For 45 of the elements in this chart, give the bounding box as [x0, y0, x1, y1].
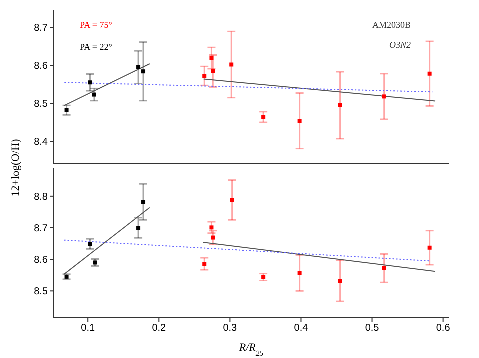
y-tick-label: 8.5 [34, 286, 48, 298]
point [202, 74, 207, 78]
point [338, 279, 342, 284]
annotation: O3N2 [389, 40, 411, 50]
y-tick-label: 8.7 [34, 23, 48, 34]
x-tick-label: 0.2 [152, 323, 167, 334]
point [88, 242, 92, 246]
x-axis-title: R/R$_{25}$ [238, 342, 264, 358]
point [136, 65, 141, 70]
point [230, 198, 234, 202]
point [211, 69, 216, 74]
y-tick-label: 8.7 [34, 224, 48, 235]
y-tick-label: 8.8 [34, 192, 48, 203]
point [202, 262, 207, 266]
point [136, 226, 141, 230]
point [92, 92, 96, 97]
y-tick-label: 8.6 [34, 61, 48, 72]
x-tick-label: 0.5 [365, 323, 380, 334]
point [298, 271, 302, 276]
point [211, 236, 216, 240]
text: PA = 75° [80, 20, 112, 30]
point [210, 226, 214, 230]
point [382, 94, 386, 99]
x-tick-label: 0.4 [294, 323, 309, 334]
point [230, 62, 234, 67]
x-tick-label: 0.3 [223, 323, 238, 334]
point [428, 246, 432, 250]
point [142, 70, 146, 74]
x-tick-label: 0.1 [81, 323, 96, 334]
annotation: AM2030B [372, 20, 411, 30]
point [298, 119, 302, 124]
point [210, 56, 214, 60]
x-tick-label: 0.6 [436, 323, 451, 334]
point [338, 103, 342, 108]
point [64, 108, 69, 112]
point [428, 72, 432, 76]
y-tick-label: 8.4 [34, 137, 48, 148]
point [262, 115, 266, 120]
y-axis-title: 12+log(O/H) [10, 139, 22, 197]
point [142, 200, 146, 204]
y-tick-label: 8.5 [34, 99, 48, 110]
point [88, 80, 92, 85]
text: PA = 22° [80, 42, 112, 52]
point [382, 266, 386, 270]
y-tick-label: 8.6 [34, 255, 48, 266]
